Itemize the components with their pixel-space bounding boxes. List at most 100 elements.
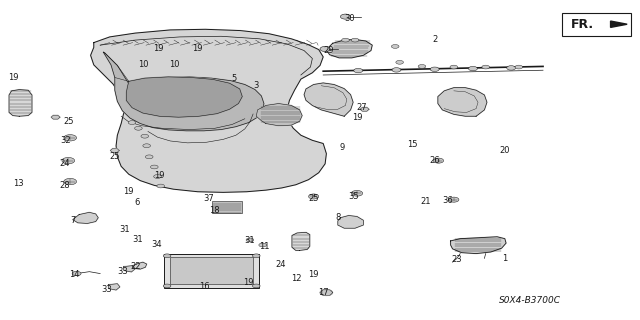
Circle shape [482,65,490,69]
Circle shape [354,68,363,73]
Polygon shape [132,262,147,269]
Text: 16: 16 [198,282,209,292]
Text: 27: 27 [356,103,367,112]
Polygon shape [451,237,506,253]
Circle shape [134,126,142,130]
Text: 19: 19 [193,44,203,53]
Circle shape [392,44,399,48]
Text: 33: 33 [101,285,112,294]
Circle shape [157,184,164,188]
Circle shape [320,46,330,52]
Bar [164,254,259,288]
Text: 24: 24 [60,159,70,168]
Text: 22: 22 [130,262,140,271]
Text: 10: 10 [138,60,148,69]
Text: 28: 28 [60,181,70,190]
Polygon shape [292,232,310,251]
Circle shape [128,121,136,124]
Text: 19: 19 [124,187,134,196]
Text: 31: 31 [119,225,130,234]
Text: 10: 10 [170,60,180,69]
Circle shape [340,14,351,19]
Circle shape [468,66,477,71]
Text: 2: 2 [432,35,437,44]
Text: 19: 19 [8,73,18,82]
Text: 25: 25 [109,152,120,161]
Circle shape [320,289,333,296]
Polygon shape [108,284,120,290]
Text: 21: 21 [420,197,430,206]
Circle shape [163,284,171,288]
Circle shape [450,65,458,69]
Circle shape [150,165,158,169]
Text: 18: 18 [209,206,220,215]
Text: 19: 19 [352,113,362,122]
Text: 9: 9 [339,143,344,152]
Text: S0X4-B3700C: S0X4-B3700C [499,296,561,305]
Circle shape [418,65,426,68]
Circle shape [64,178,77,185]
Circle shape [507,66,516,70]
Text: 20: 20 [500,146,510,155]
Text: 32: 32 [60,136,70,146]
Circle shape [430,67,439,71]
Circle shape [308,194,319,199]
Text: 11: 11 [259,242,270,251]
Polygon shape [124,266,135,272]
Text: FR.: FR. [571,18,594,31]
Text: 24: 24 [275,260,285,269]
Text: 29: 29 [323,46,333,55]
Text: 8: 8 [335,212,340,222]
Circle shape [351,190,363,196]
Text: 19: 19 [243,278,254,287]
Polygon shape [438,88,487,116]
Circle shape [62,157,75,164]
Text: 19: 19 [154,44,164,53]
Polygon shape [256,104,302,126]
Text: 17: 17 [318,288,328,297]
Text: 14: 14 [69,270,80,279]
Text: 13: 13 [13,179,23,188]
Circle shape [252,254,260,258]
Polygon shape [9,90,32,116]
Polygon shape [320,290,333,295]
Circle shape [163,254,171,258]
Text: 31: 31 [132,235,143,244]
Circle shape [396,60,403,64]
Circle shape [72,271,81,276]
Circle shape [252,284,260,288]
Text: 26: 26 [429,156,440,165]
Polygon shape [126,77,243,117]
Text: 12: 12 [291,274,301,283]
Polygon shape [326,39,372,58]
Circle shape [449,197,459,202]
Text: 5: 5 [231,74,237,83]
Text: 3: 3 [253,81,259,90]
Polygon shape [73,212,99,223]
Text: 1: 1 [502,254,508,263]
Text: 36: 36 [442,196,453,205]
Text: 34: 34 [151,240,161,249]
Polygon shape [51,115,60,119]
Circle shape [433,158,444,163]
Polygon shape [110,148,119,152]
Circle shape [351,38,359,42]
Polygon shape [304,83,353,116]
Circle shape [246,238,253,242]
Circle shape [64,135,77,141]
Circle shape [141,134,148,138]
Text: 19: 19 [154,172,164,180]
Circle shape [392,68,401,72]
Polygon shape [611,21,627,28]
Text: 31: 31 [244,236,255,245]
Text: 15: 15 [407,140,418,148]
Text: 7: 7 [70,216,76,225]
Circle shape [515,65,523,69]
Polygon shape [103,52,264,131]
Polygon shape [360,107,369,111]
Bar [170,257,253,284]
Circle shape [154,175,161,178]
Circle shape [145,155,153,159]
Bar [212,201,243,213]
Circle shape [259,243,266,247]
